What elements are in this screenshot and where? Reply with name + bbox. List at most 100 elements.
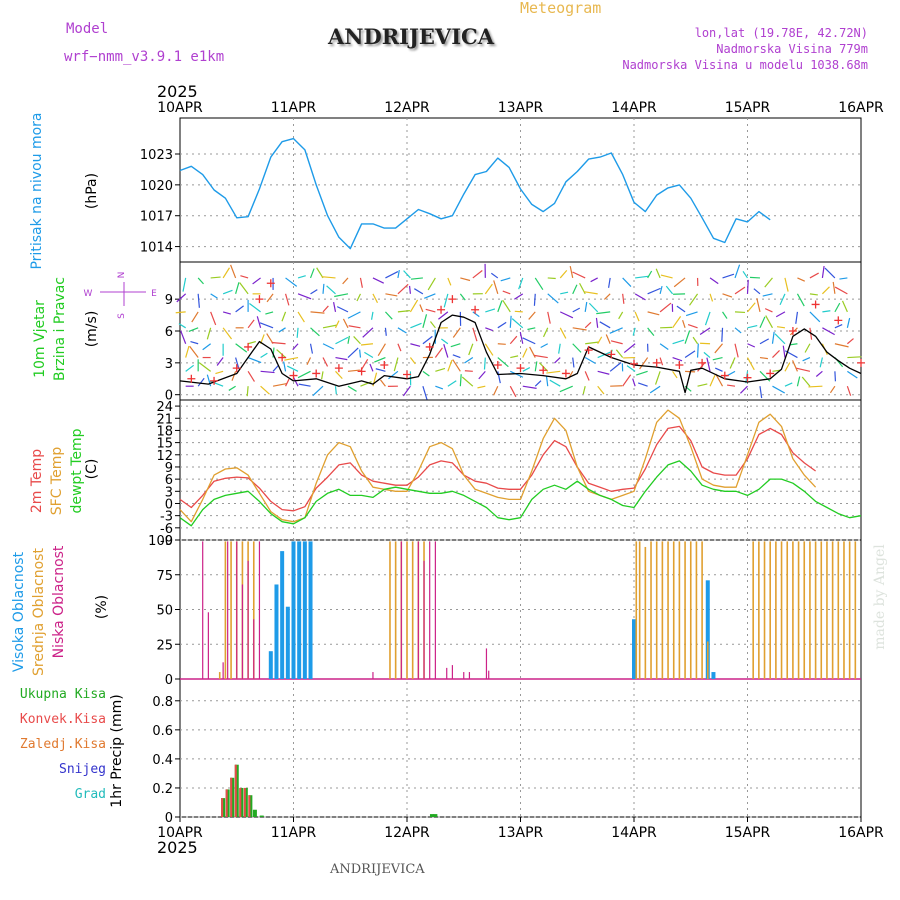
- date-tick-label-top: 11APR: [271, 100, 317, 116]
- date-tick-label-top: 10APR: [157, 100, 203, 116]
- wind-arrow: [847, 356, 862, 359]
- wind-arrow: [374, 356, 386, 363]
- wind-arrow: [759, 316, 766, 329]
- cloud-bar: [661, 541, 664, 679]
- cloud-bar: [227, 541, 229, 679]
- wind-arrow: [804, 343, 811, 353]
- wind-arrow: [832, 281, 836, 294]
- wind-arrow: [703, 351, 711, 358]
- cloud-bar: [814, 541, 817, 679]
- wind-arrow: [443, 293, 449, 308]
- wind-arrow: [756, 298, 761, 313]
- wind-arrow: [549, 379, 561, 387]
- precip-tick-label: 0: [165, 811, 173, 826]
- cloud-bar: [752, 541, 754, 679]
- wind-arrow: [260, 370, 275, 374]
- wind-arrow: [435, 385, 444, 390]
- wind-arrow: [403, 270, 411, 279]
- wind-arrow: [326, 285, 336, 295]
- wind-gust-marker: [766, 369, 775, 378]
- wind-arrow: [322, 283, 325, 294]
- legend-freezing-rain: Zaledj.Kisa: [19, 737, 106, 752]
- wind-arrow: [450, 343, 461, 348]
- wind-arrow: [422, 370, 430, 377]
- cloud-bar: [252, 541, 255, 679]
- precip-convective-bar: [221, 798, 224, 817]
- wind-arrow: [734, 286, 746, 295]
- wind-arrow: [672, 356, 683, 362]
- cloud-bar: [302, 541, 307, 679]
- wind-arrow: [722, 293, 733, 298]
- cloud-bar: [274, 584, 279, 679]
- wind-arrow: [672, 371, 678, 379]
- wind-arrow: [595, 317, 599, 328]
- wind-arrow: [249, 302, 261, 313]
- cloud-bar: [434, 541, 436, 679]
- wind-arrow: [427, 277, 436, 291]
- wind-arrow: [231, 371, 237, 381]
- cloud-unit: (%): [94, 594, 110, 620]
- wind-arrow: [484, 343, 494, 356]
- wind-arrow: [584, 321, 592, 329]
- precip-bar: [259, 815, 264, 817]
- temperature-tick-label: -6: [160, 522, 173, 537]
- wind-arrow: [182, 277, 187, 292]
- wind-arrow: [572, 271, 586, 279]
- wind-arrow: [547, 293, 559, 304]
- wind-gust-marker: [471, 305, 480, 314]
- wind-gust-marker: [834, 316, 843, 325]
- wind-arrow: [584, 357, 596, 365]
- wind-arrow: [190, 340, 199, 345]
- wind-arrow: [422, 335, 433, 345]
- wind-arrow: [834, 302, 841, 313]
- wind-arrow: [582, 386, 586, 395]
- wind-arrow: [747, 324, 758, 329]
- wind-arrow: [260, 385, 270, 395]
- wind-arrow: [623, 343, 636, 354]
- wind-arrow: [298, 383, 311, 387]
- wind-arrow: [759, 356, 768, 360]
- wind-gust-marker: [210, 376, 219, 385]
- wind-arrow: [559, 311, 574, 319]
- cloud-bar: [488, 670, 490, 679]
- wind-arrow: [468, 343, 474, 356]
- date-tick-label-bottom: 15APR: [725, 825, 771, 841]
- cloud-bar: [463, 672, 465, 679]
- wind-gust-marker: [357, 367, 366, 376]
- cloud-bar: [706, 641, 709, 679]
- wind-arrow: [547, 311, 551, 324]
- precip-bar: [252, 809, 257, 817]
- wind-tick-label: 9: [165, 293, 173, 308]
- wind-arrow: [765, 315, 773, 329]
- wind-arrow: [834, 324, 843, 329]
- wind-arrow: [608, 277, 611, 288]
- wind-arrow: [774, 333, 786, 345]
- date-tick-label-bottom: 14APR: [611, 825, 657, 841]
- model-elevation: Nadmorska Visina u modelu 1038.68m: [622, 58, 868, 72]
- wind-gust-marker: [811, 300, 820, 309]
- wind-arrow: [422, 386, 428, 400]
- cloud-tick-label: 100: [148, 534, 173, 549]
- wind-arrow: [746, 279, 749, 294]
- wind-arrow: [727, 384, 736, 387]
- date-tick-label-bottom: 11APR: [271, 825, 317, 841]
- wind-gust-marker: [675, 360, 684, 369]
- cloud-high-title: Visoka Oblacnost: [11, 551, 27, 673]
- wind-arrow: [309, 343, 314, 354]
- wind-arrow: [519, 331, 524, 344]
- wind-arrow: [659, 343, 669, 350]
- wind-arrow: [696, 343, 699, 358]
- year-label-bottom: 2025: [157, 838, 198, 857]
- wind-arrow: [278, 327, 286, 333]
- wind-arrow: [685, 311, 698, 317]
- wind-unit: (m/s): [84, 310, 100, 348]
- date-tick-label-bottom: 12APR: [384, 825, 430, 841]
- wind-arrow: [459, 293, 466, 301]
- wind-arrow: [742, 270, 748, 279]
- cloud-bar: [207, 612, 209, 679]
- wind-arrow: [509, 315, 512, 328]
- wind-arrow: [347, 369, 360, 372]
- wind-arrow: [545, 376, 549, 387]
- cloud-bar: [253, 619, 255, 679]
- wind-arrow: [222, 289, 233, 295]
